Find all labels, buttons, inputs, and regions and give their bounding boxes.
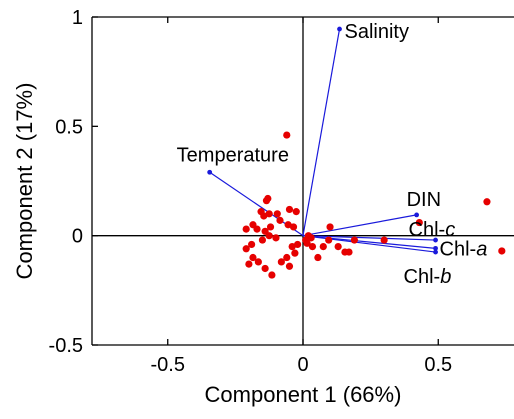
score-point [292, 208, 300, 216]
loading-vectors [207, 26, 438, 255]
y-tick-label: 0.5 [55, 116, 83, 138]
score-point [319, 243, 327, 251]
loading-label-name: Temperature [177, 144, 289, 166]
loading-tip [433, 237, 438, 243]
score-point [483, 198, 491, 206]
score-point [248, 240, 256, 249]
score-point [265, 210, 273, 218]
score-point [276, 216, 284, 224]
score-point [262, 197, 271, 205]
score-point [314, 253, 322, 262]
score-point [308, 243, 317, 251]
loading-label: Temperature [177, 144, 289, 166]
loading-label: Salinity [345, 21, 409, 43]
score-point [249, 253, 257, 262]
score-point [260, 212, 268, 220]
score-point [277, 258, 285, 266]
loading-vector [302, 235, 436, 253]
score-point [242, 225, 250, 233]
loading-tip [337, 26, 342, 32]
y-tick-label: 0 [72, 226, 83, 248]
loading-vector [302, 235, 436, 249]
axis-ticks: -0.5 0 0.5 -0.5 0 0.5 1 [49, 7, 453, 376]
score-point [249, 221, 257, 229]
score-point [266, 223, 275, 231]
score-point [268, 271, 276, 279]
loading-label-suffix: a [476, 238, 487, 260]
loading-label: Chl-a [440, 238, 488, 260]
loading-label: DIN [407, 189, 441, 211]
score-point [272, 234, 280, 242]
loading-label-name: DIN [407, 189, 441, 211]
loading-label: Chl-b [404, 266, 452, 288]
y-tick-label: 1 [72, 7, 83, 29]
x-axis-title: Component 1 (66%) [205, 382, 402, 407]
score-point [245, 260, 253, 268]
score-point [325, 236, 333, 244]
score-point [285, 262, 294, 270]
loading-label: Chl-c [409, 219, 456, 241]
score-point [258, 236, 267, 244]
zero-lines [92, 17, 514, 345]
loading-vector [302, 28, 341, 236]
score-point [288, 243, 296, 251]
loading-vector [302, 235, 436, 241]
loading-label-suffix: c [445, 219, 455, 241]
loading-label-suffix: b [440, 266, 451, 288]
score-point [345, 248, 353, 256]
y-axis-title: Component 2 (17%) [12, 83, 37, 280]
y-tick-label: -0.5 [49, 335, 83, 357]
score-point [498, 247, 506, 255]
score-point [334, 243, 342, 251]
loading-label-name: Chl- [404, 266, 441, 288]
loading-tip [433, 249, 438, 255]
x-tick-label: -0.5 [151, 354, 185, 376]
score-point [283, 253, 291, 262]
score-point [380, 236, 388, 244]
score-point [273, 210, 281, 218]
score-point [285, 205, 294, 214]
x-tick-label: 0.5 [424, 354, 452, 376]
loading-label-name: Chl- [440, 238, 477, 260]
score-point [415, 218, 423, 227]
loading-vector [302, 214, 417, 237]
score-point [307, 234, 315, 242]
loading-tip [414, 212, 420, 218]
x-tick-label: 0 [297, 354, 308, 376]
score-point [303, 239, 311, 247]
loading-label-name: Chl- [409, 219, 446, 241]
score-point [261, 264, 269, 273]
loading-tip [207, 169, 213, 175]
score-point [326, 223, 334, 231]
score-points [242, 131, 506, 279]
score-point [291, 249, 299, 257]
score-point [265, 232, 273, 240]
loading-label-name: Salinity [345, 21, 409, 43]
score-point [254, 258, 262, 266]
loading-tip [433, 245, 438, 251]
score-point [284, 221, 292, 229]
score-point [289, 223, 298, 231]
score-point [350, 236, 358, 244]
score-point [293, 240, 302, 249]
score-point [283, 131, 291, 139]
score-point [242, 245, 250, 253]
